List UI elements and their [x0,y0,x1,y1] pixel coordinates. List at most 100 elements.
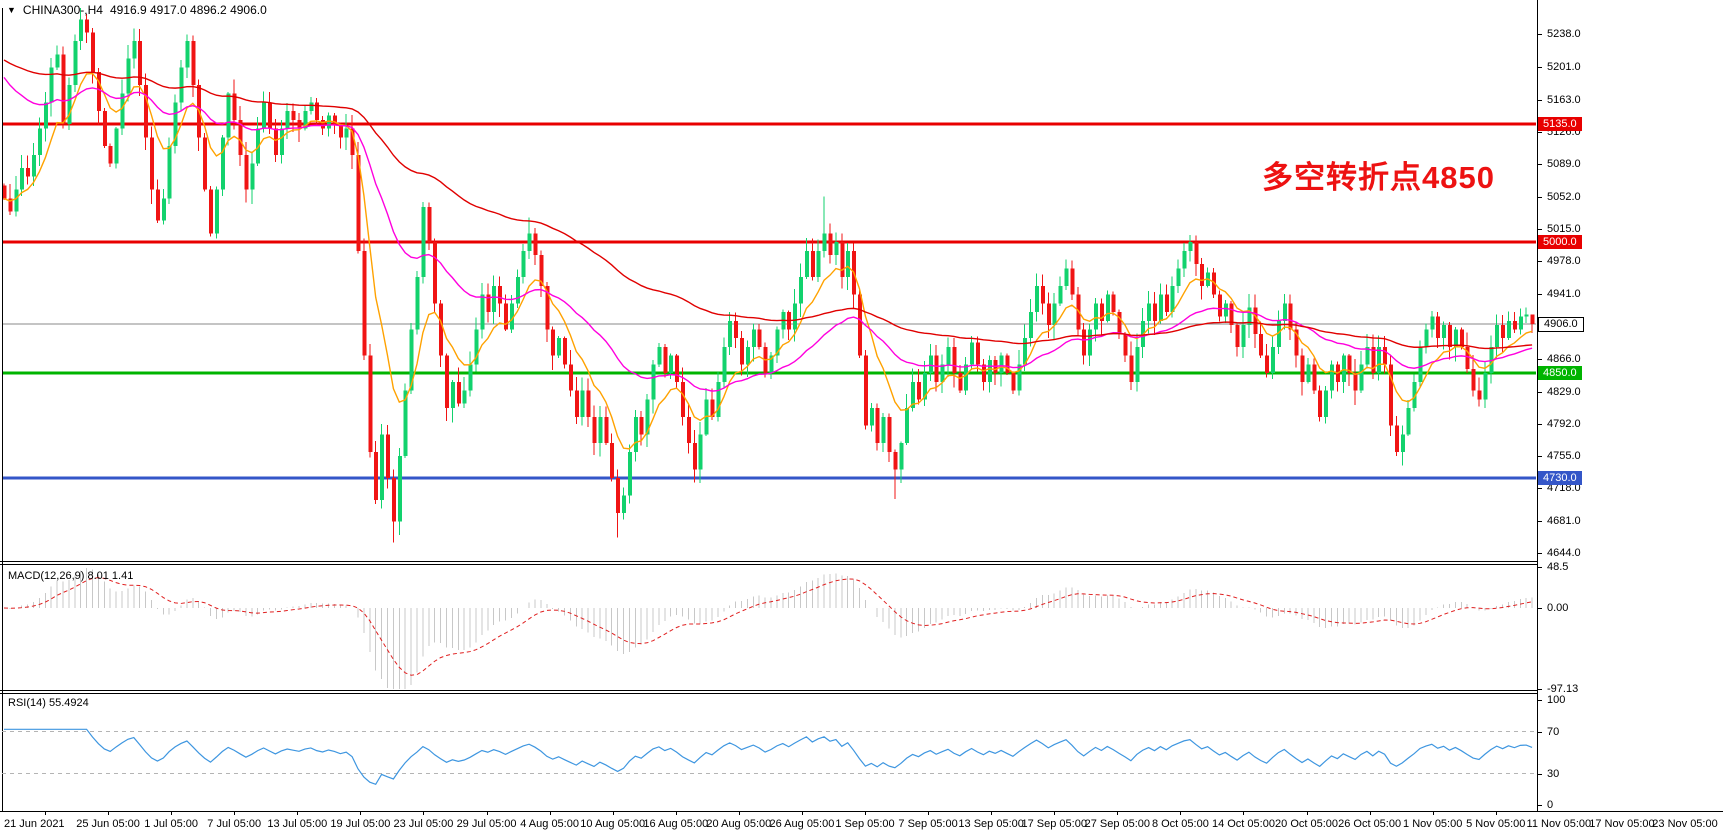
time-axis-tick [1180,812,1182,815]
symbol-dropdown-icon[interactable]: ▼ [7,5,16,15]
price-tick-label: 4681.0 [1547,514,1581,527]
medium-ma-line [3,76,1533,392]
price-tick-label: 4829.0 [1547,385,1581,398]
candle-body [657,346,662,365]
price-axis-border [1537,0,1538,812]
candle-body [869,408,874,426]
macd-tick-label: 48.5 [1547,561,1569,573]
price-tick-label: 4792.0 [1547,417,1581,430]
candle-body [1123,333,1128,356]
time-axis-label: 23 Nov 05:00 [1652,818,1718,830]
time-axis-label: 11 Nov 05:00 [1526,818,1592,830]
candle-body [1282,303,1287,321]
candle-body [1276,320,1281,347]
candle-body [722,346,727,382]
candle-body [114,128,119,164]
time-axis-label: 26 Oct 05:00 [1338,818,1402,830]
rsi-chart-canvas[interactable] [2,694,1536,811]
price-chart-canvas[interactable] [2,8,1536,561]
level-price-label: 4730.0 [1538,471,1582,485]
candle-body [120,93,125,129]
time-axis[interactable]: 21 Jun 2021 25 Jun 05:00 1 Jul 05:00 7 Jul … [0,812,1723,839]
candle-body [627,451,632,496]
candle-body [1300,355,1305,382]
price-tick-label: 4718.0 [1547,482,1581,495]
macd-chart-canvas[interactable] [2,566,1536,690]
candle-body [315,102,320,120]
time-axis-tick [1243,812,1245,815]
candle-body [356,154,361,251]
candle-body [214,189,219,234]
time-axis-label: 7 Sep 05:00 [898,818,958,830]
candle-body [14,189,19,212]
candle-body [303,111,308,129]
candle-body [1501,325,1506,339]
candle-body [958,373,963,391]
candle-body [1011,373,1016,391]
candle-body [1088,329,1093,356]
candle-body [568,364,573,391]
time-axis-label: 20 Oct 05:00 [1275,818,1339,830]
candle-body [698,434,703,470]
candle-body [1129,355,1134,382]
candle-body [1153,303,1157,321]
candle-body [492,285,497,313]
time-axis-label: 21 Jun 2021 [4,818,65,830]
price-tick-label: 5052.0 [1547,190,1581,203]
candle-body [415,277,420,330]
candle-body [574,390,579,417]
price-tick-label: 4978.0 [1547,255,1581,268]
panel-splitter-macd[interactable] [0,561,1537,565]
candle-body [1259,333,1264,356]
panel-splitter-rsi[interactable] [0,690,1537,694]
price-axis-tick [1537,423,1542,425]
candle-body [970,342,975,365]
candle-body [2,185,7,199]
time-axis-label: 16 Aug 05:00 [643,818,709,830]
candle-body [474,329,479,365]
candle-body [1235,325,1240,347]
candle-body [20,167,25,190]
candle-body [232,93,237,120]
time-axis-tick [423,812,425,815]
time-axis-label: 1 Sep 05:00 [835,818,895,830]
candle-body [551,329,556,356]
time-axis-tick [549,812,551,815]
candle-body [863,355,868,426]
candle-body [409,329,414,391]
candle-body [1477,390,1482,400]
candle-body [1507,320,1511,339]
time-axis-tick [297,812,299,815]
candle-body [840,242,845,278]
price-axis-tick [1537,456,1542,458]
price-tick-label: 5015.0 [1547,223,1581,236]
candle-body [1082,329,1087,356]
candle-body [1182,250,1187,269]
candle-body [321,119,326,129]
candle-body [1194,242,1199,264]
candle-body [262,102,267,129]
candle-body [1365,346,1370,365]
candle-body [332,115,337,125]
candle-body [96,71,101,112]
candle-body [462,390,467,404]
current-price-label: 4906.0 [1538,317,1584,333]
candle-body [67,84,72,125]
candle-body [651,364,656,400]
candle-body [934,355,939,382]
candle-body [799,277,803,304]
price-axis[interactable]: 5238.0 5201.0 5163.0 5126.0 5089.0 5052.0 5015… [1537,0,1723,839]
candle-body [710,399,715,417]
candle-body [285,111,290,129]
candle-body [509,303,514,330]
time-axis-label: 10 Aug 05:00 [580,818,646,830]
symbol-quote-bar[interactable]: ▼ CHINA300-,H4 4916.9 4917.0 4896.2 4906… [7,3,267,17]
time-axis-tick [1432,812,1434,815]
candle-body [309,102,314,112]
price-axis-tick [1537,293,1542,295]
price-tick-label: 5163.0 [1547,93,1581,106]
candle-body [981,364,986,382]
candle-body [85,19,90,33]
candle-body [1312,364,1317,391]
time-axis-label: 14 Oct 05:00 [1211,818,1275,830]
